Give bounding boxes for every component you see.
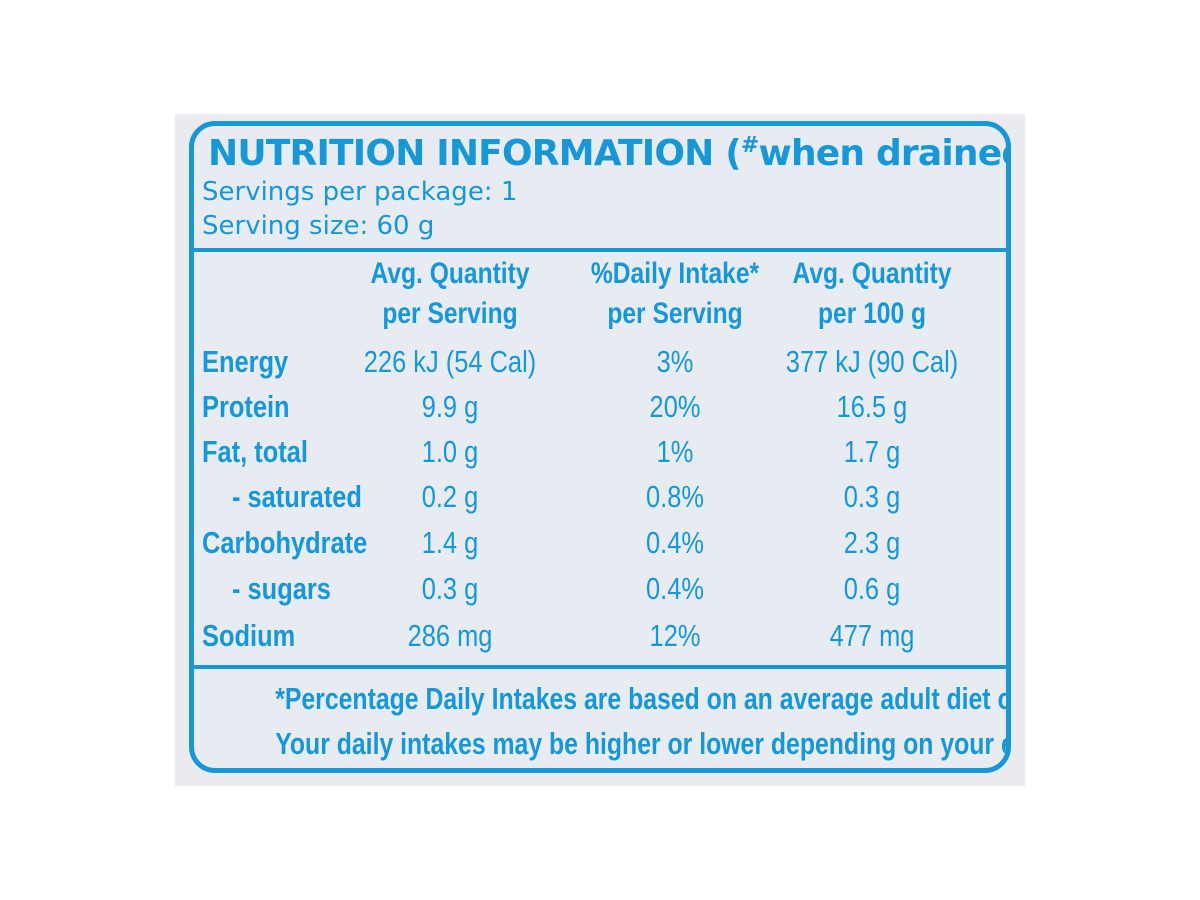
- cell-per-100g: 16.5 g: [836, 389, 908, 424]
- column-header-line: Avg. Quantity: [792, 257, 952, 290]
- column-header-line: per 100 g: [817, 297, 927, 330]
- cell-per-serving: 9.9 g: [421, 389, 479, 424]
- title-note-mark: #: [740, 133, 759, 158]
- row-label-fat-total: Fat, total: [202, 434, 308, 469]
- nutrition-panel: NUTRITION INFORMATION (#when drained) Se…: [189, 121, 1011, 773]
- cell-daily-intake: 3%: [656, 344, 694, 379]
- cell-per-100g: 1.7 g: [843, 434, 901, 469]
- row-label-sodium: Sodium: [202, 618, 296, 653]
- cell-per-serving: 226 kJ (54 Cal): [363, 344, 537, 379]
- cell-daily-intake: 1%: [656, 434, 694, 469]
- row-label-sugars: - sugars: [232, 571, 331, 606]
- column-header-per-100g: Avg. Quantity per 100 g: [774, 254, 971, 334]
- header-divider: [194, 248, 1006, 252]
- column-header-line: Avg. Quantity: [370, 257, 530, 290]
- cell-daily-intake: 0.8%: [646, 479, 704, 514]
- column-header-line: per Serving: [607, 297, 743, 330]
- column-header-line: %Daily Intake*: [590, 257, 760, 290]
- column-header-line: per Serving: [382, 297, 518, 330]
- column-header-per-serving: Avg. Quantity per Serving: [352, 254, 549, 334]
- title-note: when drained: [758, 133, 1011, 174]
- panel-title: NUTRITION INFORMATION (#when drained): [208, 130, 1011, 178]
- cell-per-serving: 0.3 g: [421, 571, 479, 606]
- cell-per-serving: 1.0 g: [421, 434, 479, 469]
- title-main: NUTRITION INFORMATION: [208, 133, 714, 174]
- row-label-saturated: - saturated: [232, 479, 362, 514]
- row-label-energy: Energy: [202, 344, 289, 379]
- cell-per-100g: 0.6 g: [843, 571, 901, 606]
- column-header-daily-intake: %Daily Intake* per Serving: [577, 254, 774, 334]
- cell-per-serving: 1.4 g: [421, 525, 479, 560]
- footnote-line: Your daily intakes may be higher or lowe…: [275, 726, 1006, 761]
- servings-per-package: Servings per package: 1: [202, 177, 518, 207]
- cell-daily-intake: 0.4%: [646, 571, 704, 606]
- cell-per-100g: 0.3 g: [843, 479, 901, 514]
- row-label-protein: Protein: [202, 389, 290, 424]
- cell-per-100g: 477 mg: [829, 618, 915, 653]
- cell-daily-intake: 12%: [649, 618, 701, 653]
- serving-size: Serving size: 60 g: [202, 211, 435, 241]
- cell-per-serving: 0.2 g: [421, 479, 479, 514]
- cell-per-100g: 377 kJ (90 Cal): [785, 344, 959, 379]
- footer-divider: [194, 665, 1006, 669]
- cell-per-serving: 286 mg: [407, 618, 493, 653]
- footnote-line: *Percentage Daily Intakes are based on a…: [275, 681, 1006, 716]
- row-label-carbohydrate: Carbohydrate: [202, 525, 368, 560]
- cell-per-100g: 2.3 g: [843, 525, 901, 560]
- cell-daily-intake: 0.4%: [646, 525, 704, 560]
- cell-daily-intake: 20%: [649, 389, 701, 424]
